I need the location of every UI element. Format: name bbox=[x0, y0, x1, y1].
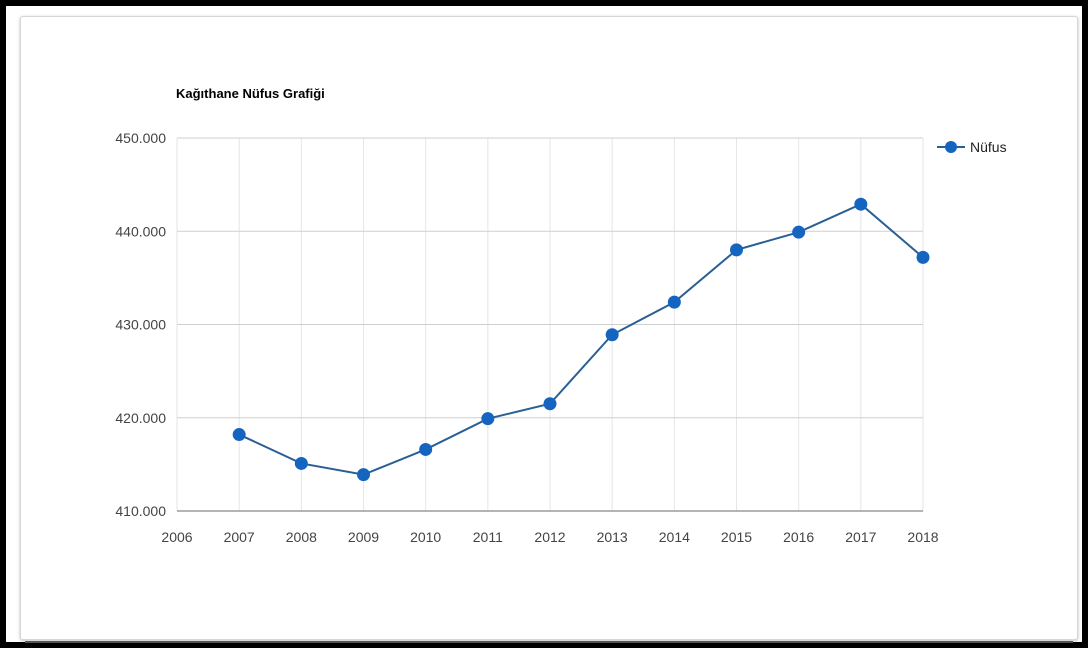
data-point[interactable] bbox=[294, 456, 308, 470]
x-tick-label: 2008 bbox=[286, 529, 317, 545]
data-point[interactable] bbox=[916, 250, 930, 264]
y-tick-label: 430.000 bbox=[115, 317, 166, 333]
x-tick-label: 2016 bbox=[783, 529, 814, 545]
legend[interactable]: Nüfus bbox=[937, 139, 1007, 155]
chart-card bbox=[20, 16, 1078, 643]
series-group bbox=[232, 197, 930, 482]
data-point[interactable] bbox=[481, 412, 495, 426]
data-point[interactable] bbox=[854, 197, 868, 211]
y-axis: 410.000 420.000 430.000 440.000 450.000 bbox=[115, 130, 166, 519]
data-point[interactable] bbox=[543, 397, 557, 411]
y-tick-label: 420.000 bbox=[115, 410, 166, 426]
x-tick-label: 2013 bbox=[597, 529, 628, 545]
grid-lines bbox=[176, 137, 924, 512]
series-line-nufus bbox=[238, 203, 924, 476]
data-point[interactable] bbox=[667, 295, 681, 309]
x-axis: 2006 2007 2008 2009 2010 2011 2012 2013 2014 2015… bbox=[161, 529, 938, 545]
x-tick-label: 2018 bbox=[907, 529, 938, 545]
data-point[interactable] bbox=[232, 428, 246, 442]
y-tick-label: 450.000 bbox=[115, 130, 166, 146]
x-tick-label: 2014 bbox=[659, 529, 690, 545]
x-tick-label: 2009 bbox=[348, 529, 379, 545]
x-tick-label: 2007 bbox=[224, 529, 255, 545]
data-point[interactable] bbox=[792, 225, 806, 239]
x-tick-label: 2017 bbox=[845, 529, 876, 545]
data-point[interactable] bbox=[419, 442, 433, 456]
data-point[interactable] bbox=[730, 243, 743, 257]
y-tick-label: 440.000 bbox=[115, 223, 166, 239]
x-tick-label: 2006 bbox=[161, 529, 192, 545]
x-tick-label: 2012 bbox=[534, 529, 565, 545]
legend-label-nufus: Nüfus bbox=[970, 139, 1007, 155]
data-point[interactable] bbox=[357, 468, 370, 482]
x-tick-label: 2015 bbox=[721, 529, 752, 545]
legend-marker bbox=[945, 141, 957, 153]
x-tick-label: 2011 bbox=[473, 529, 503, 545]
y-tick-label: 410.000 bbox=[115, 503, 166, 519]
chart-title: Kağıthane Nüfus Grafiği bbox=[176, 86, 325, 101]
x-tick-label: 2010 bbox=[410, 529, 441, 545]
data-point[interactable] bbox=[605, 328, 619, 342]
